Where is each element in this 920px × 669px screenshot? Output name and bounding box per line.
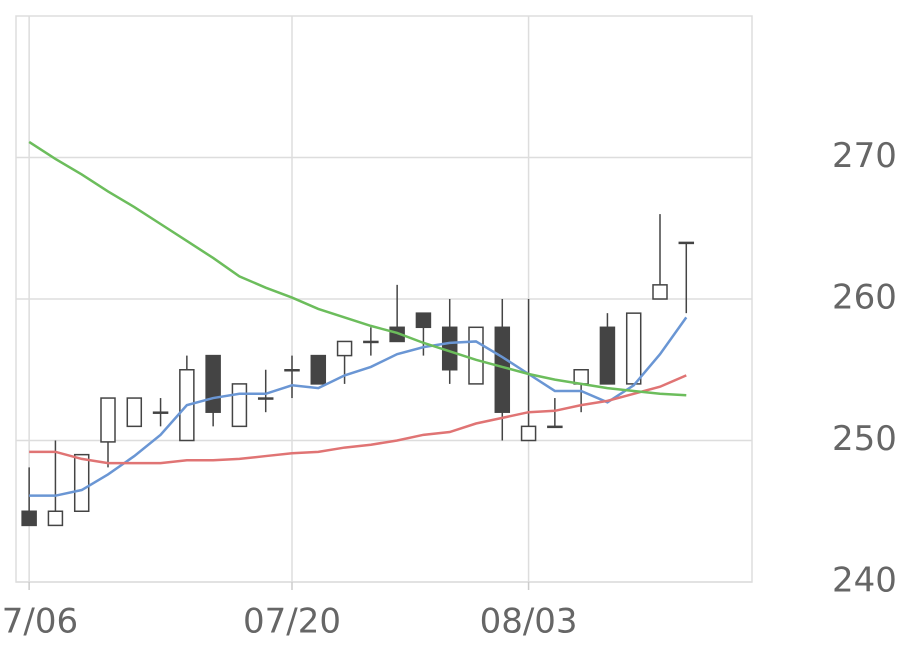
y-tick-label: 250 xyxy=(832,419,897,459)
ma-line xyxy=(29,316,688,497)
candle-body xyxy=(21,510,37,527)
candle-body xyxy=(520,425,537,442)
candle-body xyxy=(678,241,695,245)
candle-body xyxy=(468,326,484,385)
candle-body xyxy=(336,340,353,357)
candle-body xyxy=(231,383,248,428)
candle-body xyxy=(257,397,274,400)
x-tick-label: 07/20 xyxy=(243,602,341,642)
candle-body xyxy=(100,397,116,443)
candle-body xyxy=(573,369,589,385)
candle-body xyxy=(47,510,64,527)
y-tick-label: 260 xyxy=(832,278,897,318)
candle-body xyxy=(599,326,616,385)
candle-body xyxy=(625,312,642,385)
candle-body xyxy=(126,397,143,428)
ma-line xyxy=(28,140,687,397)
candle-body xyxy=(652,284,668,300)
candle-body xyxy=(310,354,327,385)
candle-body xyxy=(547,425,563,429)
x-tick-label: 07/06 xyxy=(0,602,78,642)
candle-body xyxy=(415,312,432,329)
x-tick-label: 08/03 xyxy=(480,602,578,642)
candle-body xyxy=(494,326,511,413)
candle-body xyxy=(152,411,169,414)
y-tick-label: 270 xyxy=(832,136,897,176)
candle-body xyxy=(73,453,90,512)
y-tick-label: 240 xyxy=(832,561,897,601)
candle-body xyxy=(284,369,300,372)
candle-body xyxy=(205,354,221,413)
candle-body xyxy=(363,340,379,344)
ma-line xyxy=(29,374,687,465)
